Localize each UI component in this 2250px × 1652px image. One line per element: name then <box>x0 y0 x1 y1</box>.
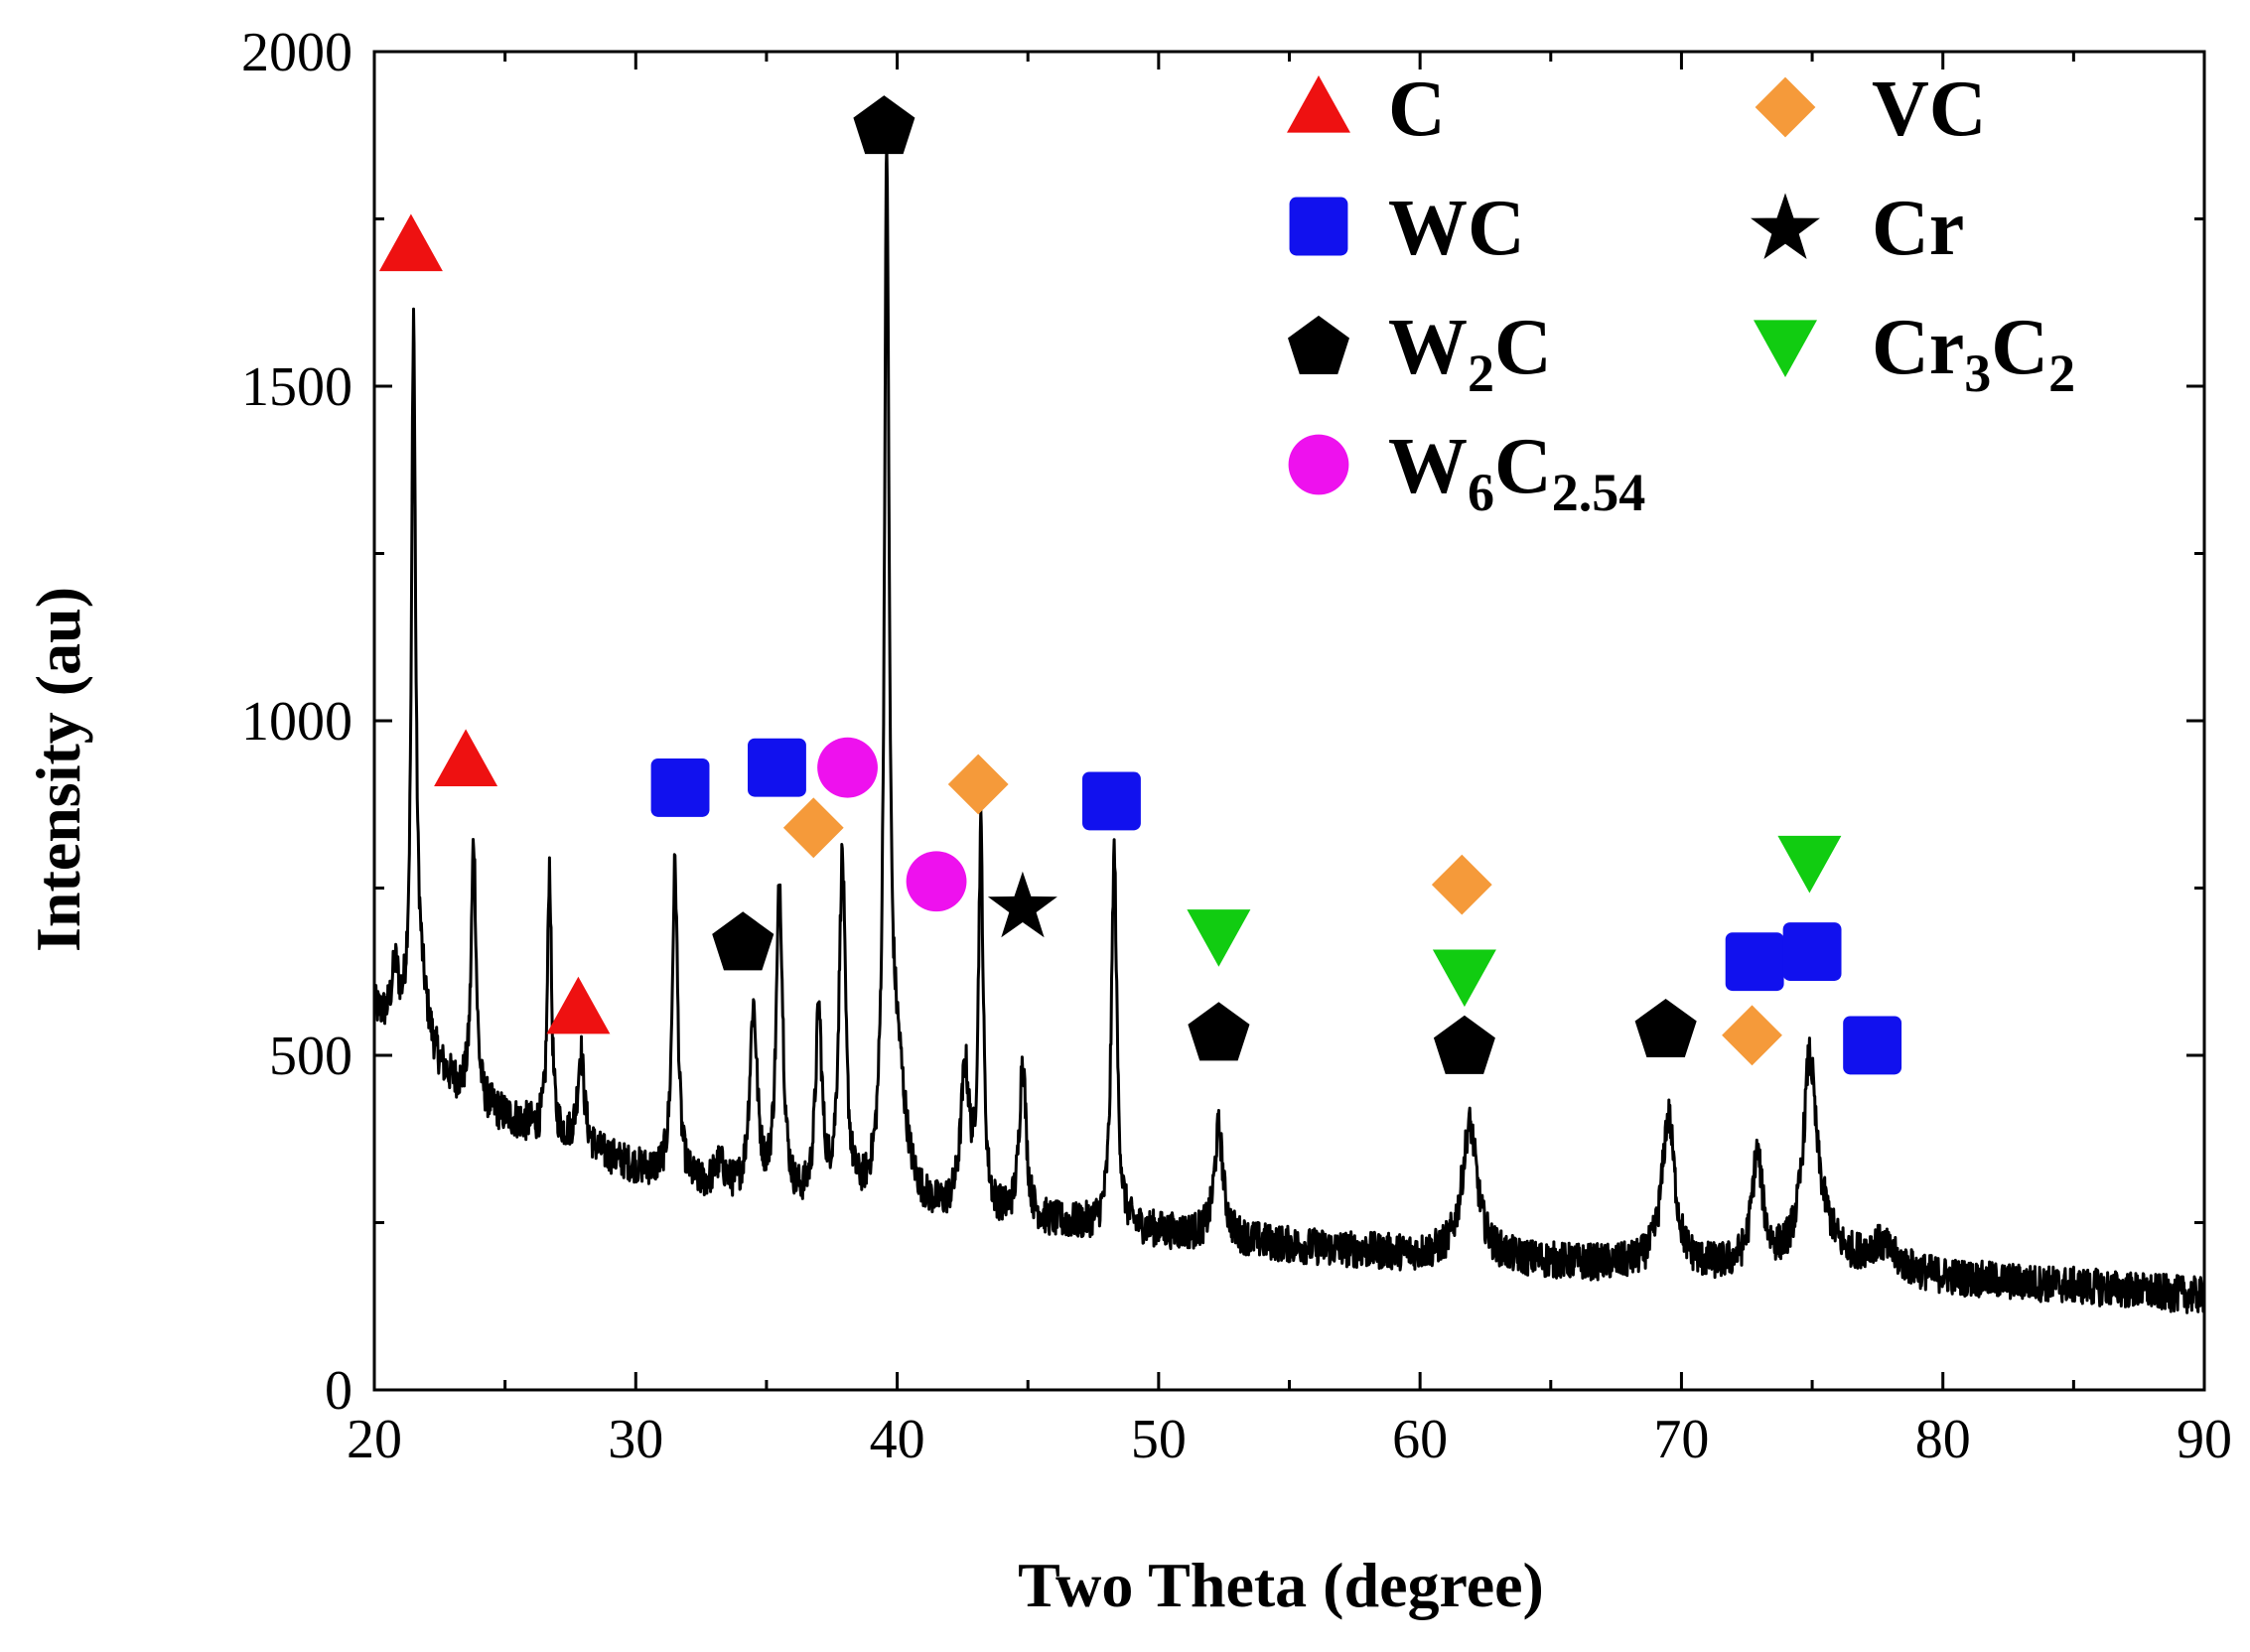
legend-symbol-c <box>1287 75 1350 133</box>
x-tick-label: 40 <box>870 1409 925 1470</box>
legend-label-w6c254: W6C2.54 <box>1388 423 1645 522</box>
legend-item-cr3c2: Cr3C2 <box>1754 304 2075 403</box>
legend-item-w6c254: W6C2.54 <box>1288 423 1645 522</box>
legend-item-w2c: W2C <box>1288 304 1552 403</box>
marker-cr3c2 <box>1432 949 1496 1008</box>
x-tick-label: 30 <box>608 1409 663 1470</box>
legend-symbol-w6c254 <box>1288 434 1349 495</box>
legend-item-c: C <box>1287 66 1446 153</box>
y-tick-label: 1000 <box>241 691 352 753</box>
y-tick-label: 500 <box>269 1026 352 1087</box>
marker-vc <box>1431 854 1492 915</box>
legend-symbol-cr <box>1751 193 1820 259</box>
legend-symbol-vc <box>1755 76 1816 138</box>
x-tick-label: 70 <box>1653 1409 1709 1470</box>
phase-markers <box>378 95 1902 1075</box>
x-tick-label: 50 <box>1131 1409 1187 1470</box>
marker-cr <box>987 871 1057 938</box>
x-tick-label: 90 <box>2177 1409 2232 1470</box>
marker-w2c <box>1634 999 1697 1057</box>
legend-label-cr: Cr <box>1872 185 1964 272</box>
y-tick-label: 1500 <box>241 356 352 418</box>
y-axis-title: Intensity (au) <box>23 587 93 952</box>
x-tick-label: 80 <box>1915 1409 1971 1470</box>
marker-w6c254 <box>817 737 878 798</box>
marker-vc <box>1722 1005 1782 1066</box>
legend-label-vc: VC <box>1872 66 1987 153</box>
y-tick-label: 0 <box>325 1360 352 1422</box>
xrd-series-line <box>372 144 2206 1314</box>
legend-item-cr: Cr <box>1751 185 1964 272</box>
marker-w2c <box>712 911 774 971</box>
legend-symbol-wc <box>1289 197 1348 256</box>
legend-label-w2c: W2C <box>1388 304 1552 403</box>
marker-vc <box>782 797 844 859</box>
marker-wc <box>650 757 710 817</box>
x-axis-title: Two Theta (degree) <box>1018 1550 1544 1620</box>
marker-wc <box>1082 771 1141 831</box>
plot-area <box>372 144 2206 1314</box>
legend-item-vc: VC <box>1755 66 1987 153</box>
legend-label-cr3c2: Cr3C2 <box>1872 304 2075 403</box>
marker-w2c <box>853 95 915 155</box>
marker-vc <box>947 754 1009 815</box>
axes: 20 30 40 50 60 70 80 90 0 500 1000 1500 2000 <box>241 22 2232 1470</box>
marker-wc <box>748 738 806 797</box>
marker-c <box>546 976 611 1034</box>
legend-label-c: C <box>1388 66 1446 153</box>
marker-wc <box>1725 932 1784 992</box>
legend-symbol-w2c <box>1288 315 1349 374</box>
y-tick-label: 2000 <box>241 22 352 83</box>
legend-symbol-cr3c2 <box>1754 320 1817 377</box>
marker-w6c254 <box>906 851 967 912</box>
marker-wc <box>1782 922 1842 981</box>
marker-w2c <box>1188 1002 1250 1061</box>
legend: C WC W2C W6C2.54 VC Cr Cr3C2 <box>1287 66 2075 522</box>
marker-w2c <box>1433 1015 1495 1074</box>
legend-label-wc: WC <box>1388 185 1525 272</box>
x-tick-label: 60 <box>1392 1409 1448 1470</box>
marker-cr3c2 <box>1777 835 1842 894</box>
legend-item-wc: WC <box>1289 185 1525 272</box>
marker-wc <box>1843 1016 1902 1075</box>
marker-cr3c2 <box>1187 909 1251 967</box>
x-tick-label: 20 <box>347 1409 402 1470</box>
marker-c <box>378 213 443 272</box>
marker-c <box>434 729 498 786</box>
